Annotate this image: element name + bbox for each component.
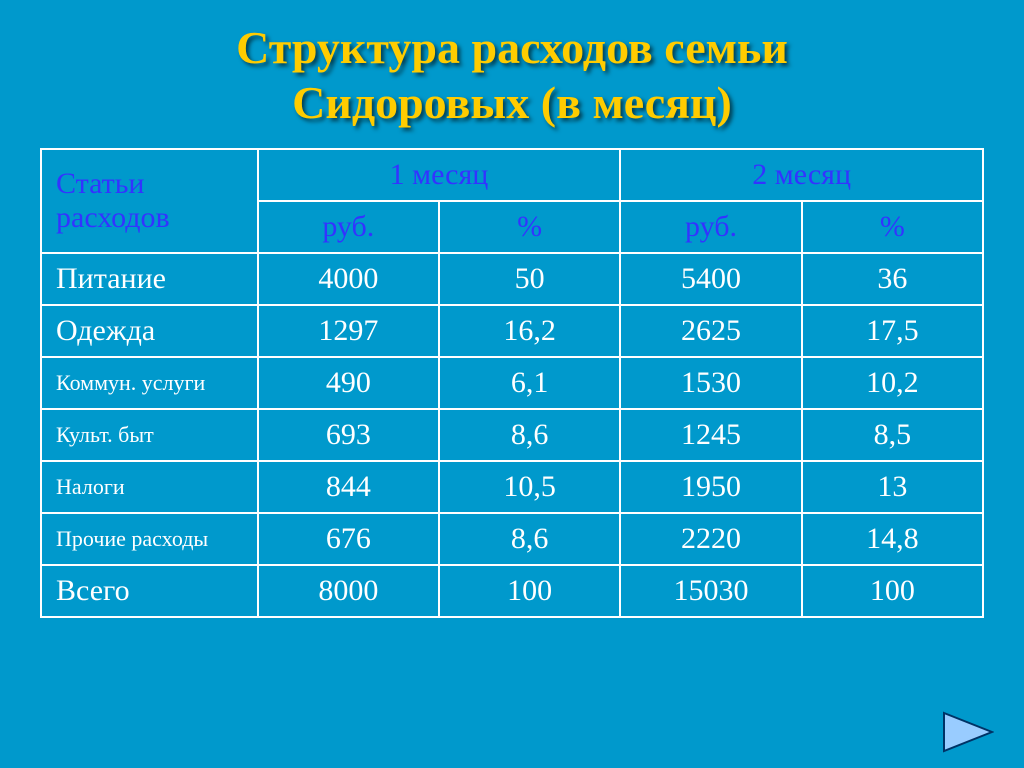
table-row: Коммун. услуги 490 6,1 1530 10,2 — [41, 357, 983, 409]
cell-m1-rub: 490 — [258, 357, 439, 409]
cell-m1-rub: 8000 — [258, 565, 439, 617]
cell-m1-pct: 50 — [439, 253, 620, 305]
header-m2-pct: % — [802, 201, 983, 253]
row-label: Прочие расходы — [41, 513, 258, 565]
row-label: Одежда — [41, 305, 258, 357]
cell-m1-pct: 6,1 — [439, 357, 620, 409]
cell-m2-pct: 36 — [802, 253, 983, 305]
cell-m1-pct: 100 — [439, 565, 620, 617]
table-row: Налоги 844 10,5 1950 13 — [41, 461, 983, 513]
row-label: Культ. быт — [41, 409, 258, 461]
cell-m2-rub: 15030 — [620, 565, 801, 617]
next-button[interactable] — [942, 711, 994, 753]
expense-table: Статьи расходов 1 месяц 2 месяц руб. % р… — [40, 148, 984, 618]
header-m1-pct: % — [439, 201, 620, 253]
row-label: Питание — [41, 253, 258, 305]
cell-m1-pct: 10,5 — [439, 461, 620, 513]
expense-table-container: Статьи расходов 1 месяц 2 месяц руб. % р… — [40, 148, 984, 618]
cell-m2-pct: 100 — [802, 565, 983, 617]
cell-m2-rub: 1530 — [620, 357, 801, 409]
table-row: Одежда 1297 16,2 2625 17,5 — [41, 305, 983, 357]
table-row: Культ. быт 693 8,6 1245 8,5 — [41, 409, 983, 461]
cell-m2-rub: 1245 — [620, 409, 801, 461]
header-month-1: 1 месяц — [258, 149, 621, 201]
header-m2-rub: руб. — [620, 201, 801, 253]
cell-m1-rub: 676 — [258, 513, 439, 565]
cell-m1-pct: 8,6 — [439, 409, 620, 461]
row-label: Налоги — [41, 461, 258, 513]
cell-m2-rub: 5400 — [620, 253, 801, 305]
header-m1-rub: руб. — [258, 201, 439, 253]
table-row-total: Всего 8000 100 15030 100 — [41, 565, 983, 617]
cell-m2-pct: 13 — [802, 461, 983, 513]
cell-m1-rub: 693 — [258, 409, 439, 461]
cell-m1-rub: 4000 — [258, 253, 439, 305]
row-label: Коммун. услуги — [41, 357, 258, 409]
cell-m1-pct: 8,6 — [439, 513, 620, 565]
cell-m2-pct: 8,5 — [802, 409, 983, 461]
cell-m2-rub: 2220 — [620, 513, 801, 565]
cell-m2-pct: 14,8 — [802, 513, 983, 565]
row-label: Всего — [41, 565, 258, 617]
header-expense-items: Статьи расходов — [41, 149, 258, 253]
header-month-2: 2 месяц — [620, 149, 983, 201]
arrow-right-icon — [942, 711, 994, 753]
cell-m1-pct: 16,2 — [439, 305, 620, 357]
cell-m1-rub: 844 — [258, 461, 439, 513]
page-title: Структура расходов семьи Сидоровых (в ме… — [40, 20, 984, 130]
cell-m2-rub: 1950 — [620, 461, 801, 513]
title-line2: Сидоровых (в месяц) — [292, 77, 732, 128]
title-line1: Структура расходов семьи — [236, 22, 788, 73]
cell-m2-pct: 10,2 — [802, 357, 983, 409]
cell-m2-pct: 17,5 — [802, 305, 983, 357]
table-header-row-1: Статьи расходов 1 месяц 2 месяц — [41, 149, 983, 201]
cell-m1-rub: 1297 — [258, 305, 439, 357]
table-row: Питание 4000 50 5400 36 — [41, 253, 983, 305]
table-row: Прочие расходы 676 8,6 2220 14,8 — [41, 513, 983, 565]
cell-m2-rub: 2625 — [620, 305, 801, 357]
